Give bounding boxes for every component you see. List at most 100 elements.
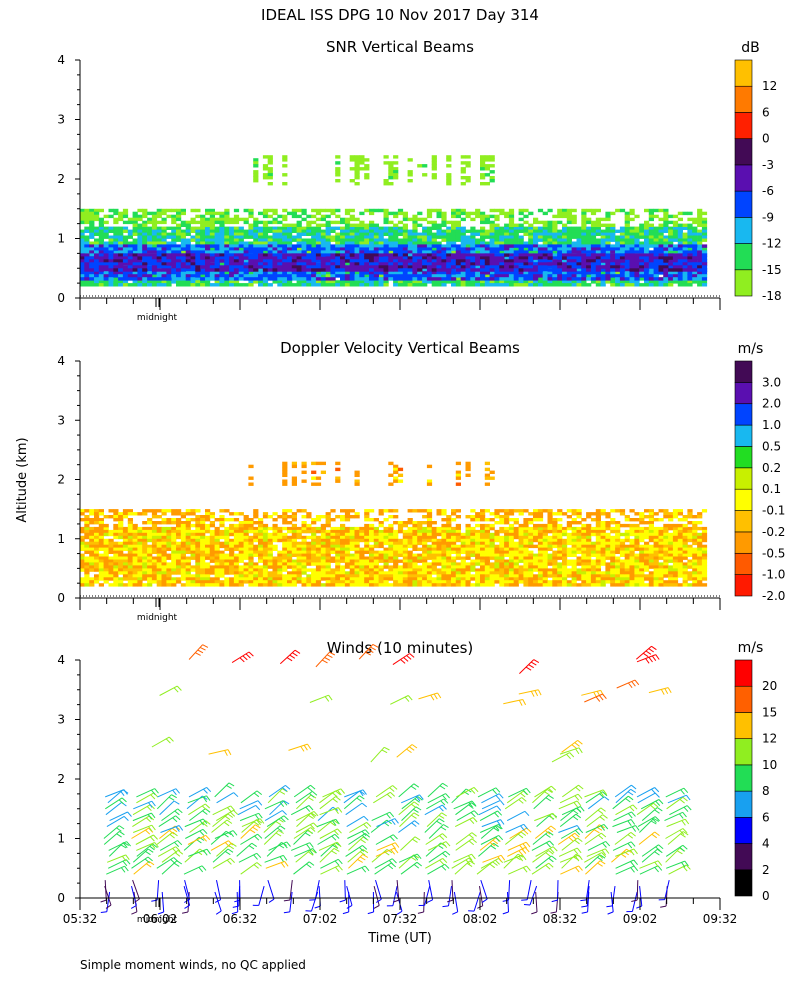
heatmap-cell <box>248 247 254 251</box>
heatmap-cell <box>364 256 370 260</box>
heatmap-cell <box>412 256 418 260</box>
heatmap-cell <box>253 220 259 225</box>
heatmap-cell <box>195 280 201 284</box>
heatmap-cell <box>600 241 606 245</box>
heatmap-cell <box>344 241 351 245</box>
heatmap-cell <box>436 241 442 245</box>
heatmap-cell <box>89 250 95 254</box>
heatmap-cell <box>205 238 211 242</box>
heatmap-cell <box>547 241 553 245</box>
heatmap-cell <box>586 244 592 248</box>
heatmap-cell <box>344 232 351 236</box>
heatmap-cell <box>644 268 650 272</box>
heatmap-cell <box>147 268 153 272</box>
heatmap-cell <box>581 229 587 233</box>
heatmap-cell <box>311 256 317 260</box>
heatmap-cell <box>629 259 635 263</box>
heatmap-cell <box>426 259 433 263</box>
heatmap-cell <box>697 271 703 275</box>
heatmap-cell <box>262 226 269 230</box>
heatmap-cell <box>475 214 481 219</box>
heatmap-cell <box>132 256 138 260</box>
heatmap-cell <box>224 244 230 248</box>
heatmap-cell <box>619 235 626 239</box>
heatmap-cell <box>537 226 544 230</box>
heatmap-cell <box>518 241 524 245</box>
heatmap-cell <box>94 265 100 269</box>
heatmap-cell <box>89 241 95 245</box>
heatmap-cell <box>431 226 437 230</box>
heatmap-cell <box>282 259 288 263</box>
heatmap-cell <box>639 253 645 257</box>
heatmap-cell <box>311 259 317 263</box>
heatmap-cell <box>176 223 182 227</box>
heatmap-cell <box>586 250 592 254</box>
heatmap-cell <box>475 277 481 281</box>
heatmap-cell <box>161 244 167 248</box>
heatmap-cell <box>108 268 114 272</box>
heatmap-cell <box>451 238 457 242</box>
heatmap-cell <box>682 253 688 257</box>
heatmap-cell <box>590 232 597 236</box>
heatmap-cell <box>475 283 481 287</box>
heatmap-cell <box>407 274 413 278</box>
heatmap-cell <box>296 241 302 245</box>
heatmap-cell <box>122 238 129 242</box>
heatmap-cell <box>195 247 201 251</box>
heatmap-cell <box>542 235 548 239</box>
heatmap-cell <box>238 274 244 278</box>
heatmap-cell <box>253 268 259 272</box>
heatmap-cell <box>402 229 408 233</box>
heatmap-cell <box>147 217 153 222</box>
heatmap-cell <box>653 265 659 269</box>
heatmap-cell <box>634 241 640 245</box>
heatmap-cell <box>156 235 162 239</box>
heatmap-cell <box>426 250 433 254</box>
heatmap-cell <box>214 250 220 254</box>
heatmap-cell <box>470 259 476 263</box>
heatmap-cell <box>267 247 273 251</box>
heatmap-cell <box>581 280 587 284</box>
heatmap-cell <box>677 268 683 272</box>
heatmap-cell <box>451 241 457 245</box>
heatmap-cell <box>547 235 553 239</box>
heatmap-cell <box>533 268 539 272</box>
heatmap-cell <box>595 256 601 260</box>
heatmap-cell <box>364 265 370 269</box>
heatmap-cell <box>533 271 539 275</box>
heatmap-cell <box>180 274 186 278</box>
heatmap-cell <box>677 283 683 287</box>
heatmap-cell <box>629 280 635 284</box>
heatmap-cell <box>489 208 495 213</box>
heatmap-cell <box>151 232 158 236</box>
heatmap-cell <box>267 229 273 233</box>
heatmap-cell <box>397 220 404 225</box>
heatmap-cell <box>692 241 698 245</box>
heatmap-cell <box>605 274 611 278</box>
heatmap-cell <box>180 229 186 233</box>
heatmap-cell <box>233 280 240 284</box>
heatmap-cell <box>422 271 428 275</box>
heatmap-cell <box>311 280 317 284</box>
heatmap-cell <box>518 250 524 254</box>
heatmap-cell <box>663 220 669 225</box>
heatmap-cell <box>692 250 698 254</box>
heatmap-cell <box>200 223 206 227</box>
heatmap-cell <box>412 277 418 281</box>
heatmap-cell <box>311 214 317 219</box>
heatmap-cell <box>697 280 703 284</box>
heatmap-cell <box>672 274 679 278</box>
heatmap-cell <box>315 256 322 260</box>
heatmap-cell <box>475 247 481 251</box>
heatmap-cell <box>156 256 162 260</box>
heatmap-cell <box>156 250 162 254</box>
heatmap-cell <box>610 235 616 239</box>
heatmap-cell <box>663 247 669 251</box>
heatmap-cell <box>431 274 437 278</box>
heatmap-cell <box>393 262 399 266</box>
heatmap-cell <box>103 214 109 219</box>
heatmap-cell <box>137 244 143 248</box>
heatmap-cell <box>132 274 138 278</box>
heatmap-cell <box>132 247 138 251</box>
heatmap-cell <box>291 208 297 213</box>
